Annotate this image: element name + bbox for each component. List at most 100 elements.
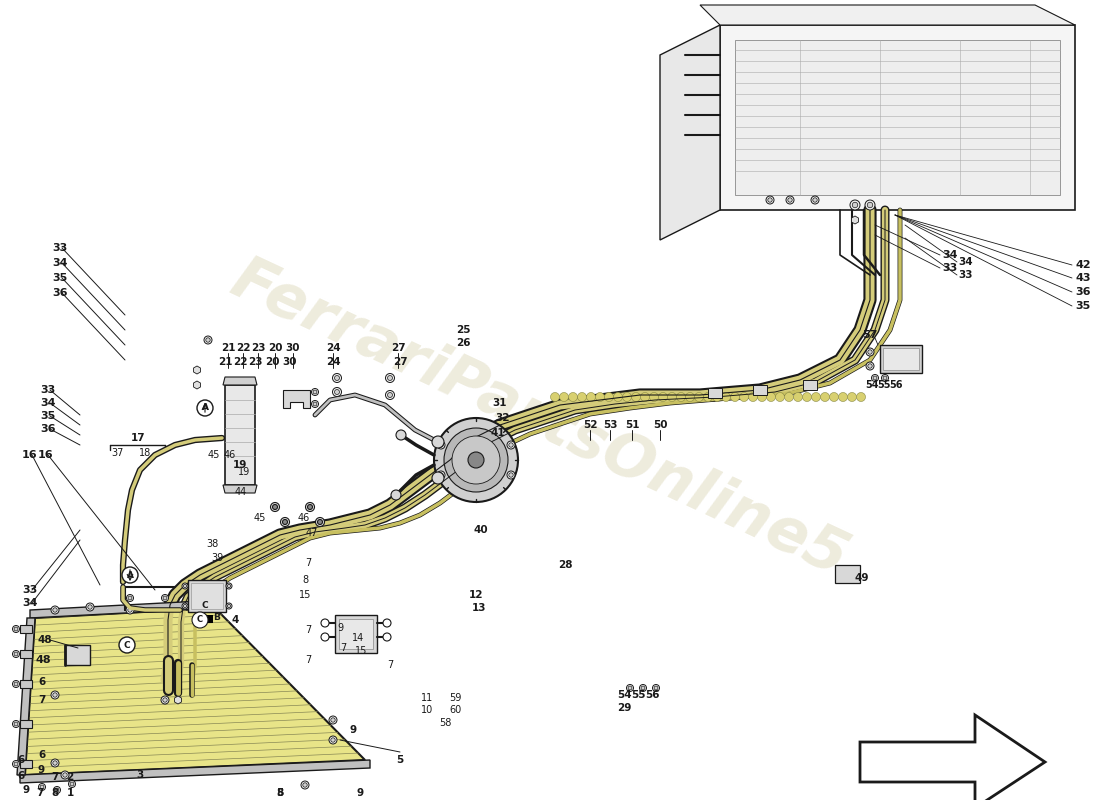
Text: 5: 5 bbox=[276, 788, 284, 798]
Circle shape bbox=[788, 198, 792, 202]
Bar bbox=[720, 25, 1075, 210]
Text: 33: 33 bbox=[40, 385, 55, 395]
Circle shape bbox=[383, 633, 390, 641]
Polygon shape bbox=[16, 618, 35, 775]
Text: 57: 57 bbox=[862, 330, 878, 340]
Bar bbox=[188, 580, 226, 612]
Circle shape bbox=[704, 393, 713, 402]
Text: C: C bbox=[201, 601, 208, 610]
Circle shape bbox=[14, 682, 18, 686]
Text: 15: 15 bbox=[299, 590, 311, 600]
Circle shape bbox=[184, 604, 187, 608]
Text: 18: 18 bbox=[139, 448, 151, 458]
Polygon shape bbox=[175, 696, 182, 704]
Circle shape bbox=[883, 376, 887, 380]
Text: 42: 42 bbox=[1075, 260, 1090, 270]
Circle shape bbox=[12, 681, 20, 687]
Bar bbox=[20, 650, 32, 658]
Text: 53: 53 bbox=[603, 420, 617, 430]
Text: C: C bbox=[197, 615, 204, 625]
Text: 26: 26 bbox=[455, 338, 471, 348]
Text: 45: 45 bbox=[208, 450, 220, 460]
Circle shape bbox=[676, 393, 685, 402]
Circle shape bbox=[434, 418, 518, 502]
Circle shape bbox=[387, 393, 393, 398]
Text: 8: 8 bbox=[301, 575, 308, 585]
Text: 37: 37 bbox=[112, 448, 124, 458]
Text: 23: 23 bbox=[251, 343, 265, 353]
Text: A: A bbox=[201, 403, 209, 413]
Circle shape bbox=[126, 594, 133, 602]
Text: 7: 7 bbox=[305, 558, 311, 568]
Circle shape bbox=[452, 436, 500, 484]
Text: 7: 7 bbox=[39, 695, 45, 705]
Circle shape bbox=[812, 393, 821, 402]
Circle shape bbox=[321, 633, 329, 641]
Text: 35: 35 bbox=[40, 411, 55, 421]
Circle shape bbox=[685, 393, 694, 402]
Circle shape bbox=[560, 393, 569, 402]
Circle shape bbox=[868, 350, 872, 354]
Bar bbox=[803, 380, 817, 390]
Text: FerrariPartsOnline5: FerrariPartsOnline5 bbox=[222, 251, 858, 589]
Circle shape bbox=[12, 761, 20, 767]
Text: 7: 7 bbox=[36, 788, 44, 798]
Text: 6: 6 bbox=[39, 677, 45, 687]
Circle shape bbox=[192, 612, 208, 628]
Circle shape bbox=[739, 393, 748, 402]
Text: 7: 7 bbox=[305, 625, 311, 635]
Circle shape bbox=[730, 393, 739, 402]
Circle shape bbox=[437, 471, 446, 479]
Text: 17: 17 bbox=[131, 433, 145, 443]
Circle shape bbox=[866, 348, 874, 356]
Text: 31: 31 bbox=[493, 398, 507, 408]
Circle shape bbox=[226, 583, 232, 589]
Polygon shape bbox=[700, 5, 1075, 25]
Circle shape bbox=[51, 606, 59, 614]
Circle shape bbox=[60, 771, 69, 779]
Polygon shape bbox=[660, 25, 720, 240]
Circle shape bbox=[652, 685, 660, 691]
Circle shape bbox=[385, 390, 395, 399]
Circle shape bbox=[12, 721, 20, 727]
Text: 33: 33 bbox=[52, 243, 67, 253]
Circle shape bbox=[811, 196, 819, 204]
Circle shape bbox=[852, 202, 858, 208]
Circle shape bbox=[301, 781, 309, 789]
Circle shape bbox=[881, 374, 889, 382]
Circle shape bbox=[39, 783, 45, 790]
Circle shape bbox=[768, 198, 772, 202]
Polygon shape bbox=[283, 390, 310, 408]
Circle shape bbox=[40, 785, 44, 789]
Bar bbox=[20, 760, 32, 768]
Circle shape bbox=[204, 336, 212, 344]
Text: 48: 48 bbox=[39, 635, 53, 645]
Circle shape bbox=[432, 436, 444, 448]
Text: B: B bbox=[213, 614, 220, 622]
Circle shape bbox=[873, 376, 877, 380]
Circle shape bbox=[829, 393, 838, 402]
Circle shape bbox=[55, 788, 59, 792]
Text: 16: 16 bbox=[22, 450, 37, 460]
Circle shape bbox=[776, 393, 784, 402]
Circle shape bbox=[88, 605, 92, 610]
Circle shape bbox=[628, 686, 631, 690]
Circle shape bbox=[226, 603, 232, 609]
Text: 40: 40 bbox=[474, 525, 488, 535]
Text: 36: 36 bbox=[1075, 287, 1090, 297]
Circle shape bbox=[396, 430, 406, 440]
Circle shape bbox=[14, 722, 18, 726]
Circle shape bbox=[280, 518, 289, 526]
Circle shape bbox=[868, 364, 872, 368]
Bar bbox=[336, 615, 377, 653]
Text: 55: 55 bbox=[630, 690, 646, 700]
Text: 3: 3 bbox=[136, 770, 144, 780]
Circle shape bbox=[334, 375, 340, 381]
Text: 20: 20 bbox=[265, 357, 279, 367]
Circle shape bbox=[758, 393, 767, 402]
Text: 43: 43 bbox=[1075, 273, 1090, 283]
Circle shape bbox=[586, 393, 595, 402]
Text: 33: 33 bbox=[958, 270, 972, 280]
Text: 4: 4 bbox=[231, 615, 239, 625]
Bar bbox=[226, 385, 255, 485]
